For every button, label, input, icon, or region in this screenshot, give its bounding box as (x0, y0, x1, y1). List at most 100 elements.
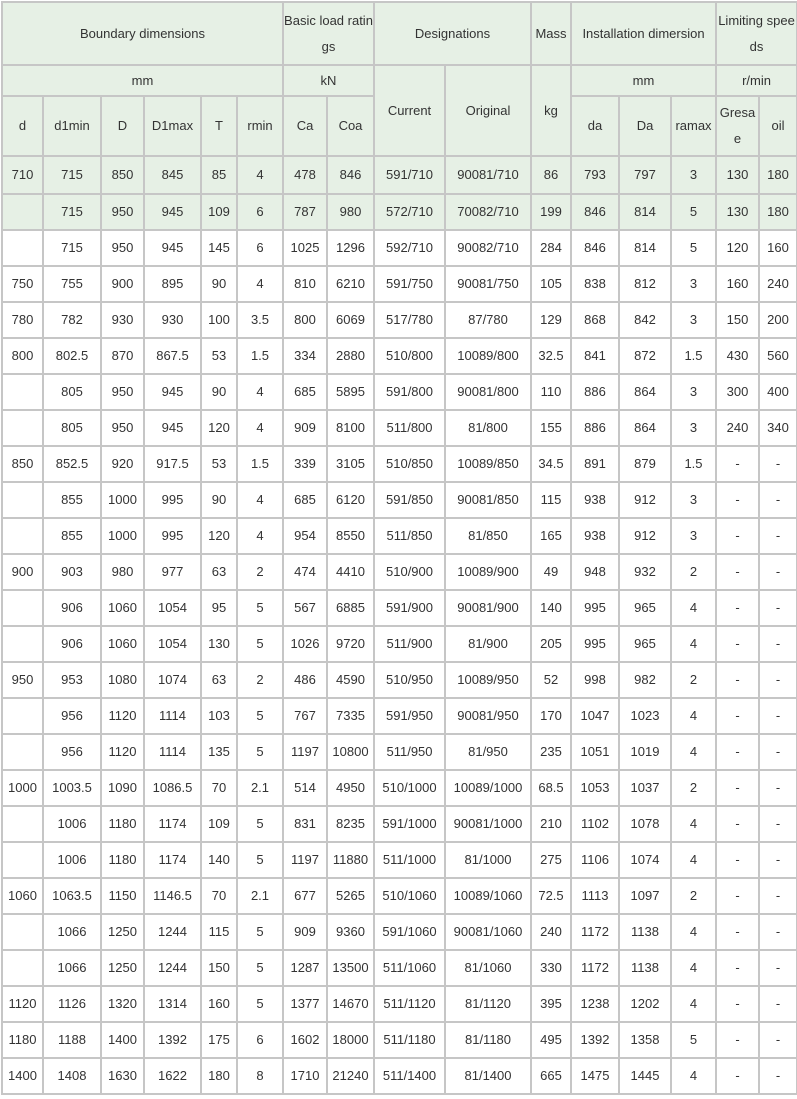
table-cell: 1392 (570, 1021, 620, 1059)
table-cell: 4 (236, 265, 284, 303)
table-cell: 1037 (618, 769, 672, 807)
table-cell: 8100 (326, 409, 375, 447)
table-cell: 1392 (143, 1021, 202, 1059)
table-cell: 867.5 (143, 337, 202, 375)
table-cell: 70 (200, 769, 238, 807)
table-row: 1066 1250 1244 150 5 1287 13500 511/1060 81/1060… (1, 949, 797, 987)
table-cell: - (757, 841, 797, 879)
table-cell: 1202 (618, 985, 672, 1023)
table-row: 1006 1180 1174 109 5 831 8235 591/1000 90081/100… (1, 805, 797, 843)
table-cell: 1000 (100, 481, 145, 519)
table-cell: 1314 (143, 985, 202, 1023)
table-cell: 70 (200, 877, 238, 915)
table-cell: 1146.5 (143, 877, 202, 915)
table-cell: - (715, 769, 760, 807)
table-cell: 1197 (282, 733, 328, 771)
table-cell: 510/850 (373, 445, 446, 483)
table-cell: - (757, 877, 797, 915)
table-cell: 4 (236, 481, 284, 519)
table-cell: 846 (570, 229, 620, 267)
table-cell: 965 (618, 589, 672, 627)
table-row: 956 1120 1114 135 5 1197 10800 511/950 81/950 235… (1, 733, 797, 771)
table-cell: 995 (143, 481, 202, 519)
column-header-t: T (200, 95, 238, 157)
table-cell: 954 (282, 517, 328, 555)
table-cell: 2 (670, 769, 717, 807)
table-cell: 945 (143, 193, 202, 231)
table-cell: 917.5 (143, 445, 202, 483)
unit-mm-installation: mm (570, 64, 717, 97)
table-cell: 980 (326, 193, 375, 231)
table-cell: 855 (42, 517, 102, 555)
table-cell: 4950 (326, 769, 375, 807)
table-cell: 511/1120 (373, 985, 446, 1023)
table-cell: 855 (42, 481, 102, 519)
table-cell: 240 (715, 409, 760, 447)
table-cell: 3 (670, 301, 717, 339)
table-cell: 81/1120 (444, 985, 532, 1023)
table-cell: 802.5 (42, 337, 102, 375)
unit-kg: kg (530, 64, 572, 157)
table-cell: - (757, 625, 797, 663)
header-limiting-speeds: Limiting speeds (714, 1, 797, 66)
table-cell: 5 (236, 985, 284, 1023)
table-cell: 90081/710 (444, 155, 532, 195)
table-cell: 510/1060 (373, 877, 446, 915)
table-cell: 1244 (143, 913, 202, 951)
table-cell: 81/1400 (444, 1057, 532, 1095)
table-cell: 4 (670, 697, 717, 735)
table-cell: 6 (236, 229, 284, 267)
table-cell: 10800 (326, 733, 375, 771)
table-cell: 4 (670, 589, 717, 627)
table-cell: 1019 (618, 733, 672, 771)
table-cell: 1054 (143, 589, 202, 627)
table-cell: - (715, 1021, 760, 1059)
table-cell: 120 (715, 229, 760, 267)
table-cell: 81/900 (444, 625, 532, 663)
table-cell: 90081/750 (444, 265, 532, 303)
table-cell (1, 589, 44, 627)
table-cell: 3.5 (236, 301, 284, 339)
table-cell: 591/850 (373, 481, 446, 519)
table-cell: 1408 (42, 1057, 102, 1095)
table-cell: 180 (757, 193, 797, 231)
table-cell: 511/1180 (373, 1021, 446, 1059)
table-cell: 685 (282, 373, 328, 411)
table-cell: 850 (100, 155, 145, 195)
table-cell: 210 (530, 805, 572, 843)
table-cell: 842 (618, 301, 672, 339)
unit-mm: mm (1, 64, 284, 97)
table-cell: 240 (757, 265, 797, 303)
table-cell: 1138 (618, 949, 672, 987)
table-cell: 1060 (1, 877, 44, 915)
table-cell: 1287 (282, 949, 328, 987)
table-cell: 340 (757, 409, 797, 447)
table-cell: 11880 (326, 841, 375, 879)
table-cell (1, 841, 44, 879)
table-cell: 2 (670, 877, 717, 915)
table-cell: 3 (670, 481, 717, 519)
table-cell: - (715, 949, 760, 987)
table-cell: 677 (282, 877, 328, 915)
table-row: 710 715 850 845 85 4 478 846 591/710 90081/710 86 7… (1, 155, 797, 195)
table-cell: 909 (282, 409, 328, 447)
table-cell: 767 (282, 697, 328, 735)
table-cell: 805 (42, 409, 102, 447)
table-cell: 95 (200, 589, 238, 627)
table-cell: 1006 (42, 841, 102, 879)
table-row: 900 903 980 977 63 2 474 4410 510/900 10089/900 49… (1, 553, 797, 591)
table-cell (1, 229, 44, 267)
table-cell: - (757, 805, 797, 843)
table-cell: 950 (100, 229, 145, 267)
table-cell: 1114 (143, 733, 202, 771)
table-row: 1006 1180 1174 140 5 1197 11880 511/1000 81/1000… (1, 841, 797, 879)
table-cell: 1244 (143, 949, 202, 987)
table-cell: 275 (530, 841, 572, 879)
table-row: 855 1000 995 120 4 954 8550 511/850 81/850 165 938… (1, 517, 797, 555)
table-cell: - (757, 1057, 797, 1095)
table-row: 906 1060 1054 95 5 567 6885 591/900 90081/900 140… (1, 589, 797, 627)
table-cell (1, 517, 44, 555)
table-cell: 780 (1, 301, 44, 339)
table-cell: 1106 (570, 841, 620, 879)
table-cell: 1114 (143, 697, 202, 735)
